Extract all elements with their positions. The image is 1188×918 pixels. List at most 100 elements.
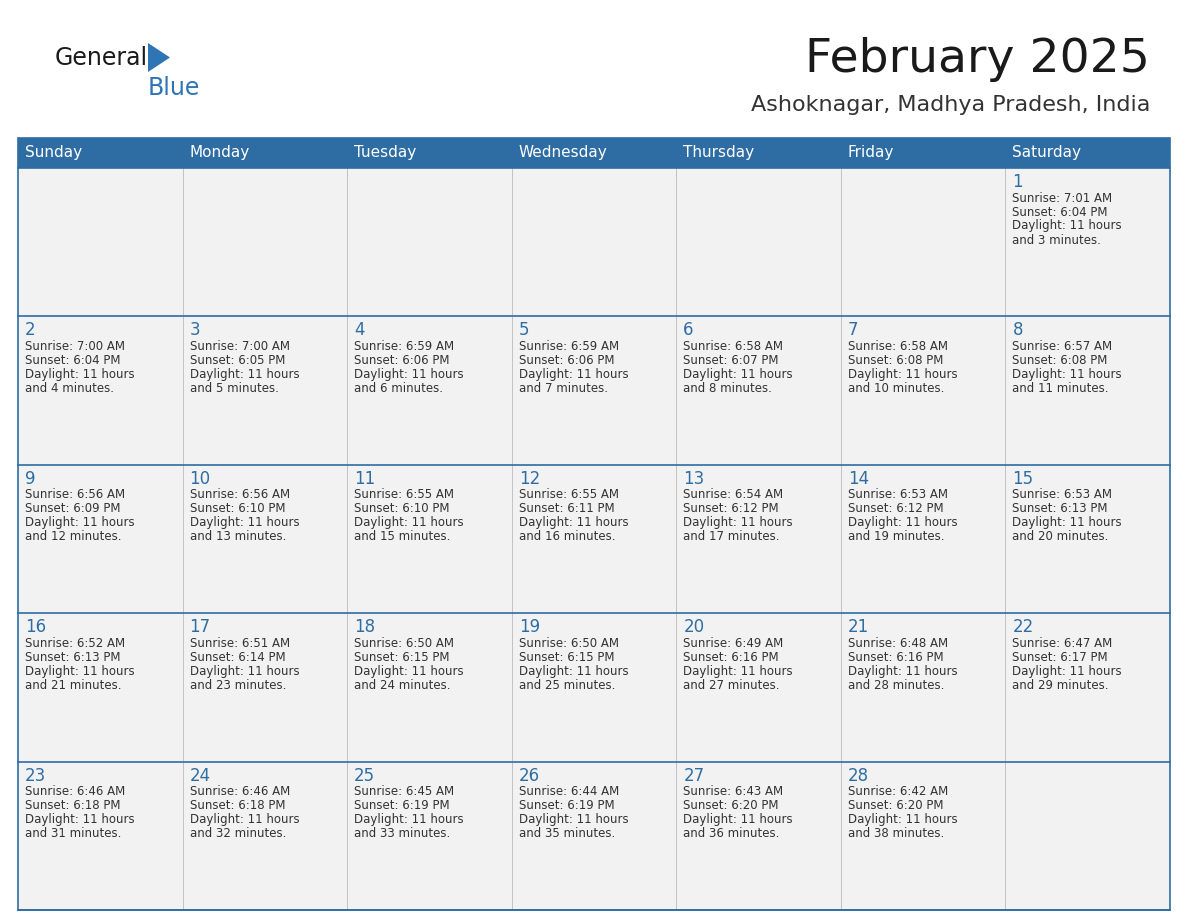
Text: Sunrise: 6:59 AM: Sunrise: 6:59 AM (519, 340, 619, 353)
Text: and 27 minutes.: and 27 minutes. (683, 678, 779, 691)
Text: Daylight: 11 hours: Daylight: 11 hours (1012, 665, 1121, 677)
Text: and 33 minutes.: and 33 minutes. (354, 827, 450, 840)
Text: 28: 28 (848, 767, 868, 785)
Text: Sunset: 6:12 PM: Sunset: 6:12 PM (848, 502, 943, 515)
Text: Ashoknagar, Madhya Pradesh, India: Ashoknagar, Madhya Pradesh, India (751, 95, 1150, 115)
Text: Daylight: 11 hours: Daylight: 11 hours (848, 665, 958, 677)
Text: and 11 minutes.: and 11 minutes. (1012, 382, 1108, 395)
Text: Sunrise: 7:01 AM: Sunrise: 7:01 AM (1012, 192, 1112, 205)
Text: Daylight: 11 hours: Daylight: 11 hours (354, 813, 463, 826)
Text: and 24 minutes.: and 24 minutes. (354, 678, 450, 691)
Text: Sunset: 6:08 PM: Sunset: 6:08 PM (1012, 354, 1107, 367)
Text: Daylight: 11 hours: Daylight: 11 hours (519, 516, 628, 530)
Text: Sunset: 6:14 PM: Sunset: 6:14 PM (190, 651, 285, 664)
Text: Sunset: 6:20 PM: Sunset: 6:20 PM (848, 799, 943, 812)
Text: Sunset: 6:18 PM: Sunset: 6:18 PM (190, 799, 285, 812)
Text: Daylight: 11 hours: Daylight: 11 hours (683, 665, 792, 677)
Text: 26: 26 (519, 767, 539, 785)
Text: Sunrise: 6:44 AM: Sunrise: 6:44 AM (519, 785, 619, 798)
Text: Sunrise: 7:00 AM: Sunrise: 7:00 AM (190, 340, 290, 353)
Text: Sunset: 6:18 PM: Sunset: 6:18 PM (25, 799, 120, 812)
Text: Sunrise: 6:52 AM: Sunrise: 6:52 AM (25, 637, 125, 650)
Text: and 7 minutes.: and 7 minutes. (519, 382, 608, 395)
Text: General: General (55, 46, 148, 70)
Text: and 32 minutes.: and 32 minutes. (190, 827, 286, 840)
Text: 19: 19 (519, 618, 539, 636)
Text: Thursday: Thursday (683, 145, 754, 161)
Text: Tuesday: Tuesday (354, 145, 416, 161)
Text: Sunset: 6:11 PM: Sunset: 6:11 PM (519, 502, 614, 515)
Text: and 29 minutes.: and 29 minutes. (1012, 678, 1108, 691)
Text: Sunrise: 6:58 AM: Sunrise: 6:58 AM (683, 340, 783, 353)
Text: Daylight: 11 hours: Daylight: 11 hours (1012, 368, 1121, 381)
Text: Sunrise: 6:53 AM: Sunrise: 6:53 AM (1012, 488, 1112, 501)
Text: Daylight: 11 hours: Daylight: 11 hours (354, 368, 463, 381)
Text: Sunset: 6:07 PM: Sunset: 6:07 PM (683, 354, 779, 367)
Text: Sunset: 6:06 PM: Sunset: 6:06 PM (519, 354, 614, 367)
Text: Daylight: 11 hours: Daylight: 11 hours (190, 665, 299, 677)
Text: Sunset: 6:20 PM: Sunset: 6:20 PM (683, 799, 779, 812)
Text: Sunrise: 6:56 AM: Sunrise: 6:56 AM (190, 488, 290, 501)
Text: and 36 minutes.: and 36 minutes. (683, 827, 779, 840)
Text: Sunset: 6:15 PM: Sunset: 6:15 PM (519, 651, 614, 664)
Text: Sunrise: 6:51 AM: Sunrise: 6:51 AM (190, 637, 290, 650)
Text: 7: 7 (848, 321, 859, 340)
Text: 14: 14 (848, 470, 868, 487)
Text: and 3 minutes.: and 3 minutes. (1012, 233, 1101, 247)
Text: Sunset: 6:13 PM: Sunset: 6:13 PM (25, 651, 120, 664)
Text: 15: 15 (1012, 470, 1034, 487)
Text: 10: 10 (190, 470, 210, 487)
Text: Sunrise: 6:54 AM: Sunrise: 6:54 AM (683, 488, 783, 501)
Text: 18: 18 (354, 618, 375, 636)
Text: Sunset: 6:13 PM: Sunset: 6:13 PM (1012, 502, 1108, 515)
Text: Daylight: 11 hours: Daylight: 11 hours (848, 516, 958, 530)
Text: 24: 24 (190, 767, 210, 785)
Bar (18, 168, 1170, 317)
Text: and 38 minutes.: and 38 minutes. (848, 827, 944, 840)
Text: and 20 minutes.: and 20 minutes. (1012, 531, 1108, 543)
Text: Daylight: 11 hours: Daylight: 11 hours (848, 368, 958, 381)
Text: 3: 3 (190, 321, 201, 340)
Text: Sunset: 6:05 PM: Sunset: 6:05 PM (190, 354, 285, 367)
Bar (18, 138, 1170, 168)
Text: Daylight: 11 hours: Daylight: 11 hours (354, 665, 463, 677)
Text: 21: 21 (848, 618, 870, 636)
Bar (18, 762, 1170, 910)
Text: and 15 minutes.: and 15 minutes. (354, 531, 450, 543)
Text: Daylight: 11 hours: Daylight: 11 hours (519, 813, 628, 826)
Text: 27: 27 (683, 767, 704, 785)
Text: Sunrise: 6:46 AM: Sunrise: 6:46 AM (25, 785, 125, 798)
Text: Sunset: 6:16 PM: Sunset: 6:16 PM (848, 651, 943, 664)
Text: 13: 13 (683, 470, 704, 487)
Text: and 31 minutes.: and 31 minutes. (25, 827, 121, 840)
Text: Friday: Friday (848, 145, 895, 161)
Bar (18, 317, 1170, 465)
Text: Sunrise: 6:45 AM: Sunrise: 6:45 AM (354, 785, 454, 798)
Text: Sunset: 6:16 PM: Sunset: 6:16 PM (683, 651, 779, 664)
Text: Sunrise: 6:47 AM: Sunrise: 6:47 AM (1012, 637, 1113, 650)
Text: Sunset: 6:10 PM: Sunset: 6:10 PM (354, 502, 449, 515)
Text: Sunrise: 6:43 AM: Sunrise: 6:43 AM (683, 785, 783, 798)
Text: Sunset: 6:12 PM: Sunset: 6:12 PM (683, 502, 779, 515)
Text: and 4 minutes.: and 4 minutes. (25, 382, 114, 395)
Text: Daylight: 11 hours: Daylight: 11 hours (354, 516, 463, 530)
Text: Sunrise: 6:48 AM: Sunrise: 6:48 AM (848, 637, 948, 650)
Text: 22: 22 (1012, 618, 1034, 636)
Text: 23: 23 (25, 767, 46, 785)
Text: Sunset: 6:17 PM: Sunset: 6:17 PM (1012, 651, 1108, 664)
Text: Sunrise: 7:00 AM: Sunrise: 7:00 AM (25, 340, 125, 353)
Text: and 35 minutes.: and 35 minutes. (519, 827, 615, 840)
Text: Daylight: 11 hours: Daylight: 11 hours (25, 813, 134, 826)
Text: 2: 2 (25, 321, 36, 340)
Text: Sunset: 6:15 PM: Sunset: 6:15 PM (354, 651, 449, 664)
Text: 25: 25 (354, 767, 375, 785)
Text: 20: 20 (683, 618, 704, 636)
Text: and 17 minutes.: and 17 minutes. (683, 531, 779, 543)
Text: Sunset: 6:10 PM: Sunset: 6:10 PM (190, 502, 285, 515)
Text: Sunset: 6:06 PM: Sunset: 6:06 PM (354, 354, 449, 367)
Text: Saturday: Saturday (1012, 145, 1081, 161)
Text: Daylight: 11 hours: Daylight: 11 hours (190, 516, 299, 530)
Text: Sunset: 6:04 PM: Sunset: 6:04 PM (1012, 206, 1108, 218)
Text: Daylight: 11 hours: Daylight: 11 hours (190, 368, 299, 381)
Text: Sunday: Sunday (25, 145, 82, 161)
